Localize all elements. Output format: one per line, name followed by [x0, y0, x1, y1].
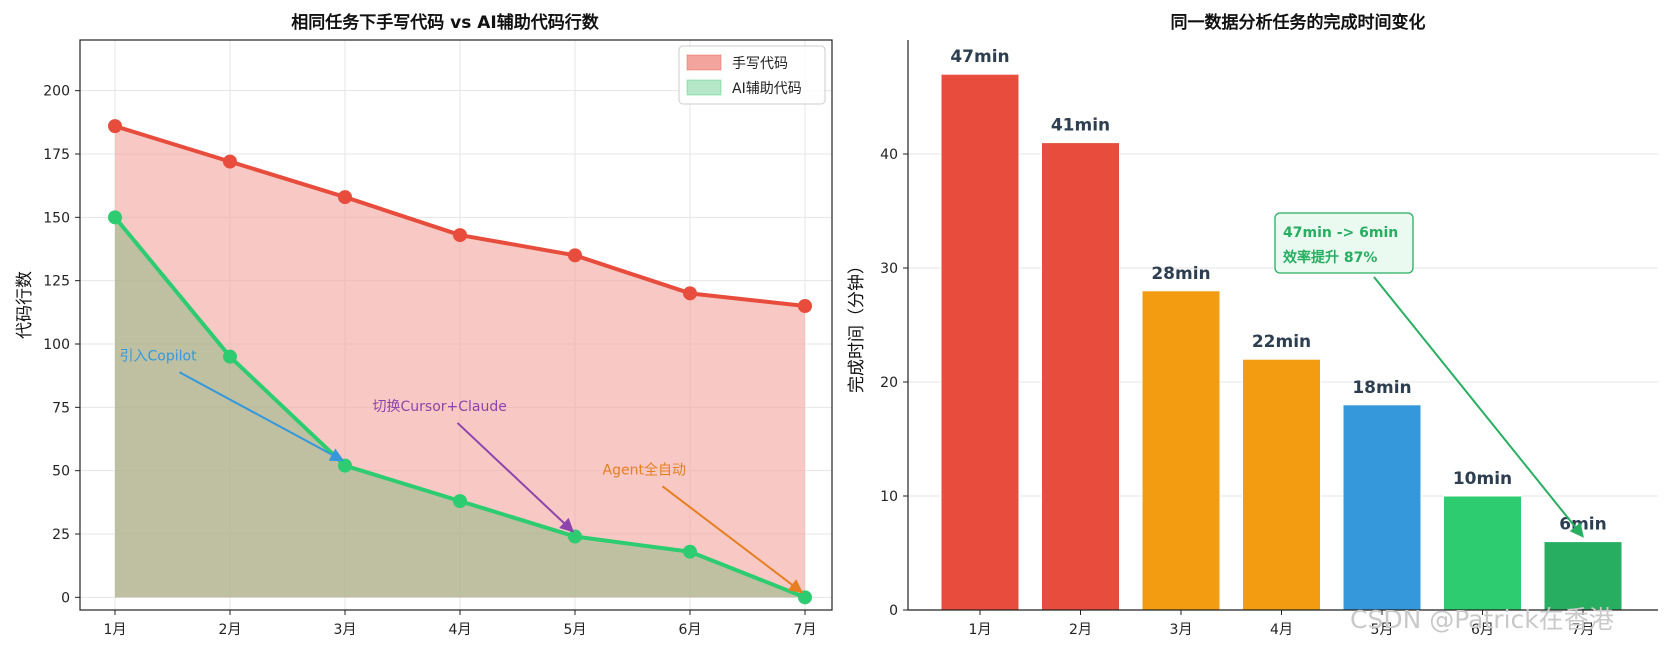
annotation-arrow — [456, 422, 575, 533]
left-plot-frame — [79, 39, 833, 611]
left-x-tick-label: 1月 — [104, 622, 127, 638]
bar-value-label: 41min — [1051, 116, 1110, 136]
point-handwritten — [338, 190, 352, 205]
right-y-tick-label: 20 — [880, 375, 898, 391]
left-y-ticks: 0 25 50 75 100 125 150 175 200 — [43, 84, 80, 606]
annotation-arrow — [661, 485, 804, 594]
point-handwritten — [453, 228, 467, 243]
annotation-label: 切换Cursor+Claude — [373, 398, 507, 415]
area-ai — [115, 217, 805, 598]
bar-value-label: 18min — [1352, 378, 1411, 398]
legend-swatch-handwritten — [686, 54, 722, 71]
bar-value-label: 10min — [1453, 469, 1512, 489]
point-handwritten — [223, 154, 237, 169]
right-x-ticks: 1月 2月 3月 4月 5月 6月 7月 — [969, 610, 1595, 638]
efficiency-annotation-line-2: 效率提升 87% — [1283, 249, 1377, 266]
right-x-tick-label: 5月 — [1371, 622, 1394, 638]
bar-7 — [1543, 541, 1623, 611]
legend-label-ai: AI辅助代码 — [732, 81, 802, 97]
legend: 手写代码 AI辅助代码 — [678, 45, 826, 105]
right-x-tick-label: 1月 — [969, 622, 992, 638]
right-chart-title: 同一数据分析任务的完成时间变化 — [1171, 12, 1426, 33]
point-ai — [338, 458, 352, 473]
right-y-axis-label: 完成时间（分钟） — [847, 257, 867, 393]
left-y-tick-label: 125 — [43, 274, 70, 290]
left-y-tick-label: 100 — [43, 337, 70, 353]
left-x-tick-label: 5月 — [564, 622, 587, 638]
right-x-tick-label: 2月 — [1069, 622, 1092, 638]
bar-value-label: 28min — [1151, 264, 1210, 284]
right-y-tick-label: 40 — [880, 147, 898, 163]
bar-1 — [940, 73, 1020, 611]
bar-value-label: 22min — [1252, 332, 1311, 352]
left-x-ticks: 1月 2月 3月 4月 5月 6月 7月 — [104, 610, 817, 638]
left-y-tick-label: 175 — [43, 147, 70, 163]
left-y-tick-label: 75 — [52, 400, 70, 416]
right-x-tick-label: 4月 — [1270, 622, 1293, 638]
right-bars — [940, 73, 1623, 611]
point-handwritten — [568, 248, 582, 263]
left-x-tick-label: 3月 — [334, 622, 357, 638]
bar-value-label: 47min — [950, 47, 1009, 67]
efficiency-annotation-box — [1274, 212, 1414, 274]
right-x-tick-label: 3月 — [1170, 622, 1193, 638]
efficiency-annotation-arrow — [1373, 276, 1584, 538]
right-chart: 同一数据分析任务的完成时间变化 完成时间（分钟） 0 10 20 30 40 1月 2月 3… — [847, 12, 1658, 638]
bar-4 — [1242, 358, 1321, 611]
left-points — [108, 119, 812, 605]
right-y-tick-label: 10 — [880, 489, 898, 505]
left-chart: 相同任务下手写代码 vs AI辅助代码行数 代码行数 0 25 50 75 100 125… — [15, 12, 833, 638]
left-x-tick-label: 2月 — [219, 622, 242, 638]
annotation-arrow — [179, 371, 345, 462]
bar-5 — [1342, 404, 1422, 611]
point-handwritten — [798, 299, 812, 313]
bar-6 — [1443, 495, 1522, 611]
bar-2 — [1041, 142, 1120, 611]
left-x-tick-label: 6月 — [679, 622, 702, 638]
left-y-tick-label: 0 — [61, 590, 70, 606]
point-ai — [453, 494, 467, 509]
left-x-tick-label: 4月 — [449, 622, 472, 638]
point-ai — [798, 590, 812, 605]
annotation-label: 引入Copilot — [120, 348, 198, 364]
left-y-tick-label: 150 — [43, 210, 70, 226]
left-y-tick-label: 50 — [52, 464, 70, 480]
legend-label-handwritten: 手写代码 — [732, 56, 788, 72]
bar-value-label: 6min — [1559, 515, 1606, 535]
point-ai — [108, 210, 122, 225]
point-handwritten — [108, 119, 122, 134]
point-handwritten — [683, 286, 697, 301]
right-x-tick-label: 7月 — [1572, 622, 1595, 638]
efficiency-annotation: 47min -> 6min 效率提升 87% — [1274, 212, 1584, 538]
watermark-text: CSDN @Patrick在香港 — [1350, 605, 1614, 634]
point-ai — [223, 349, 237, 364]
point-ai — [568, 529, 582, 544]
efficiency-annotation-line-1: 47min -> 6min — [1283, 225, 1398, 241]
annotation-label: Agent全自动 — [603, 461, 686, 478]
right-y-tick-label: 30 — [880, 261, 898, 277]
left-y-axis-label: 代码行数 — [15, 271, 35, 339]
left-y-tick-label: 25 — [52, 527, 70, 543]
right-y-ticks: 0 10 20 30 40 — [880, 147, 908, 619]
left-x-tick-label: 7月 — [794, 622, 817, 638]
right-x-tick-label: 6月 — [1471, 622, 1494, 638]
right-y-tick-label: 0 — [889, 603, 898, 619]
legend-swatch-ai — [686, 79, 722, 96]
left-chart-title: 相同任务下手写代码 vs AI辅助代码行数 — [291, 12, 600, 33]
point-ai — [683, 544, 697, 559]
bar-3 — [1141, 290, 1221, 611]
left-y-tick-label: 200 — [43, 84, 70, 100]
left-annotations: 引入Copilot 切换Cursor+Claude Agent全自动 — [120, 348, 804, 594]
left-areas — [115, 126, 805, 598]
